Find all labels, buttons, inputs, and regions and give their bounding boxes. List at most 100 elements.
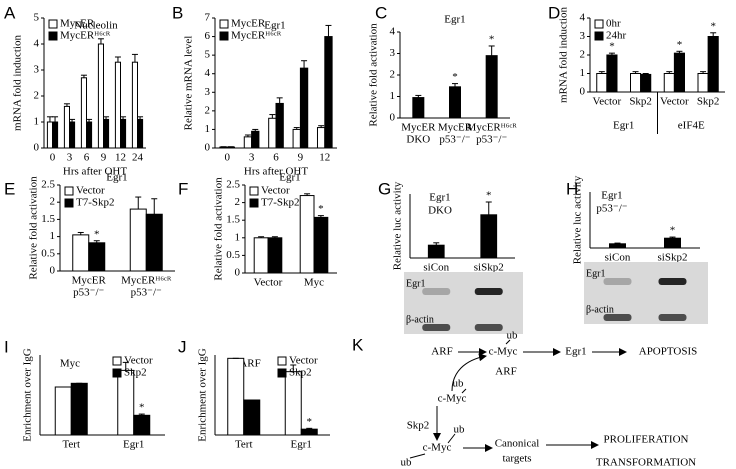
chart-title: ARF [239, 358, 260, 370]
x-tick-label: p53⁻/⁻ [73, 287, 104, 299]
panel-label: H [566, 179, 578, 198]
bar [707, 36, 719, 93]
x-tick-label: 6 [273, 152, 279, 164]
bar [292, 128, 301, 149]
x-tick-label: 9 [298, 152, 304, 164]
significance-mark: * [609, 41, 615, 53]
x-tick-label: p53⁻/⁻ [131, 287, 162, 299]
y-axis-label: Relative fold activation [368, 23, 380, 127]
legend-swatch [112, 356, 122, 366]
legend-label: MycERᴴ⁶ᶜᴿ [60, 30, 111, 42]
bar [300, 428, 318, 436]
diagram-node: ARF [495, 366, 516, 378]
y-tick-label: 3 [34, 64, 40, 76]
chart-title: Egr1 [444, 14, 465, 26]
bar [114, 61, 122, 149]
bar [52, 121, 59, 149]
diagram-node: ARF [431, 346, 452, 358]
bar [284, 371, 302, 436]
x-tick-label: p53⁻/⁻ [476, 134, 507, 146]
y-tick-label: 5 [34, 12, 40, 24]
bar [70, 382, 88, 436]
chart-title: Egr1 [279, 172, 300, 184]
bar [243, 136, 253, 149]
bar [103, 118, 110, 149]
blot-image [404, 272, 523, 334]
y-tick-label: 2.5 [226, 179, 240, 191]
x-tick-label: 24 [132, 152, 144, 164]
bar [630, 73, 642, 93]
bar [253, 237, 269, 274]
bar [640, 73, 652, 93]
y-tick-label: 2.5 [41, 179, 55, 191]
legend-swatch [64, 186, 74, 196]
bar [313, 216, 329, 274]
x-tick-label: siSkp2 [658, 252, 688, 264]
x-tick-label: 3 [249, 152, 255, 164]
legend-label: Skp2 [124, 367, 147, 379]
blot-band [658, 278, 687, 285]
legend-swatch [48, 31, 58, 41]
x-tick-label: 12 [115, 152, 126, 164]
chart-subtitle: DKO [428, 205, 452, 217]
legend-swatch [48, 19, 58, 29]
y-tick-label: 1 [235, 231, 241, 243]
group-label: eIF4E [678, 120, 705, 132]
bar [120, 118, 127, 149]
x-tick-label: Egr1 [123, 439, 144, 451]
y-tick-label: 0.5 [41, 247, 55, 259]
legend-label: Vector [124, 355, 153, 367]
x-tick-label: 0 [50, 152, 56, 164]
panel-label: K [352, 335, 364, 354]
diagram-node: ub [453, 378, 465, 390]
x-tick-label: 9 [101, 152, 107, 164]
y-axis-label: Enrichment over IgG [22, 348, 34, 442]
legend-label: Vector [76, 185, 105, 197]
bar [324, 36, 333, 149]
chart-title: Egr1 [601, 190, 622, 202]
y-tick-label: 4 [580, 12, 586, 24]
blot-band [658, 314, 687, 321]
x-tick-label: MycER [401, 122, 436, 134]
x-axis-label: Hrs after OHT [63, 166, 127, 178]
group-label: Egr1 [613, 120, 634, 132]
blot-band [422, 324, 451, 331]
x-tick-label: Vector [593, 96, 622, 108]
bar [86, 121, 93, 149]
diagram-node: c-Myc [489, 346, 518, 358]
legend-swatch [594, 31, 604, 41]
bar [54, 386, 72, 436]
significance-mark: * [94, 228, 100, 240]
panel-label: E [4, 179, 15, 198]
x-tick-label: Vector [254, 277, 283, 289]
y-tick-label: 0 [390, 112, 396, 124]
y-tick-label: 2 [205, 104, 211, 116]
bar [117, 369, 135, 436]
y-tick-label: 4 [34, 38, 40, 50]
y-tick-label: 1.5 [226, 214, 240, 226]
y-axis-label: Relative mRNA level [183, 36, 195, 131]
x-tick-label: siSkp2 [474, 262, 504, 274]
bar [664, 237, 681, 249]
x-tick-label: 0 [224, 152, 230, 164]
legend-label: T7-Skp2 [261, 197, 300, 209]
chart-title: Egr1 [106, 172, 127, 184]
y-tick-label: 4 [205, 67, 211, 79]
bar [133, 414, 151, 436]
diagram-node: APOPTOSIS [639, 346, 698, 358]
y-tick-label: 2 [390, 69, 396, 81]
legend-label: MycER [231, 18, 266, 30]
panel-label: A [4, 3, 16, 22]
legend-swatch [249, 198, 259, 208]
x-axis-label: Hrs after OHT [244, 166, 308, 178]
diagram-node: c-Myc [423, 442, 452, 454]
blot-band [474, 288, 503, 295]
chart-title: Nucleolin [74, 20, 118, 32]
legend-swatch [64, 198, 74, 208]
y-tick-label: 5 [205, 49, 211, 61]
x-tick-label: Tert [62, 439, 80, 451]
panel-label: J [178, 337, 187, 356]
arrow [451, 353, 487, 392]
y-tick-label: 7 [205, 12, 211, 24]
